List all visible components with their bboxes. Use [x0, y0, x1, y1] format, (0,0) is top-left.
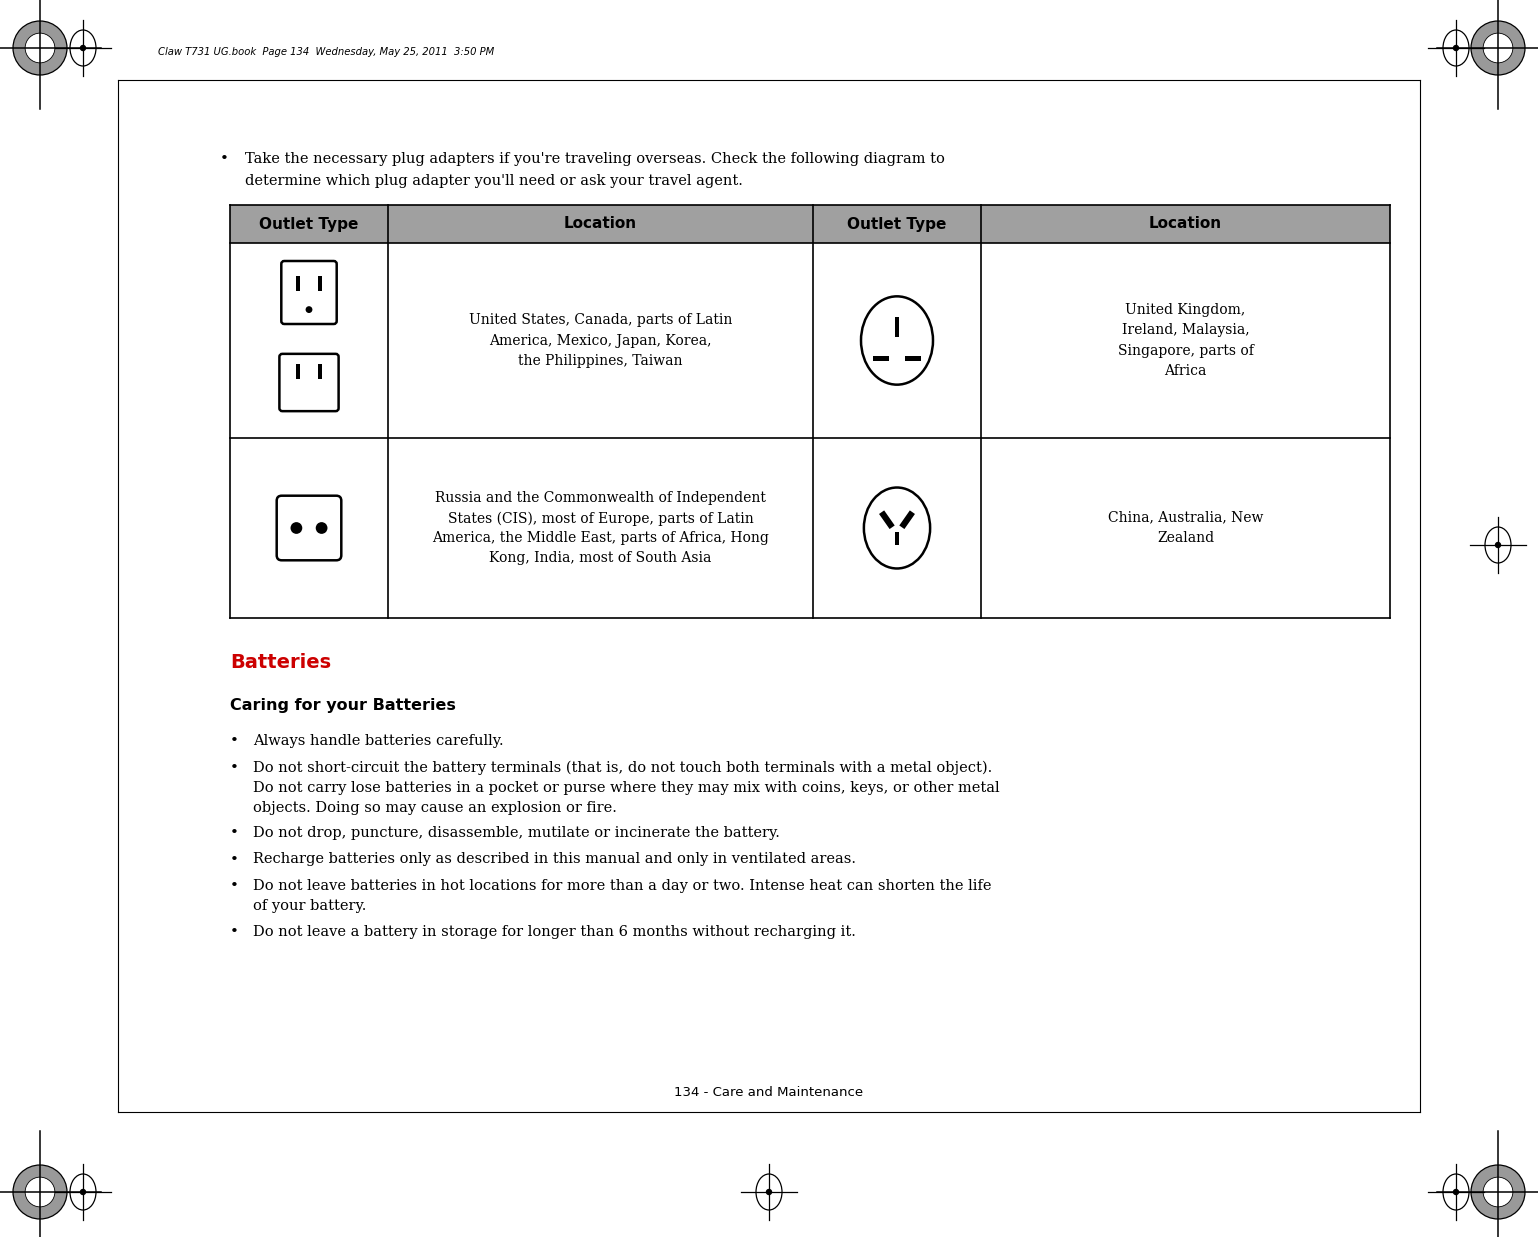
Text: Location: Location [564, 216, 637, 231]
Bar [906, 356, 921, 361]
Circle shape [291, 522, 303, 534]
Text: determine which plug adapter you'll need or ask your travel agent.: determine which plug adapter you'll need… [245, 174, 743, 188]
Bar [895, 318, 900, 336]
Text: Claw T731 UG.book  Page 134  Wednesday, May 25, 2011  3:50 PM: Claw T731 UG.book Page 134 Wednesday, Ma… [158, 47, 494, 57]
Text: Caring for your Batteries: Caring for your Batteries [231, 698, 455, 713]
Bar [231, 205, 1390, 242]
FancyBboxPatch shape [281, 261, 337, 324]
Circle shape [766, 1190, 772, 1195]
Text: Do not short-circuit the battery terminals (that is, do not touch both terminals: Do not short-circuit the battery termina… [252, 761, 1000, 815]
Text: •: • [231, 925, 238, 939]
Bar [318, 276, 321, 291]
Text: •: • [231, 826, 238, 840]
Circle shape [80, 46, 86, 51]
Text: •: • [220, 152, 229, 166]
Ellipse shape [861, 297, 934, 385]
Circle shape [12, 1165, 68, 1218]
Circle shape [306, 307, 312, 313]
FancyBboxPatch shape [280, 354, 338, 411]
Bar [297, 364, 300, 380]
Text: Russia and the Commonwealth of Independent
States (CIS), most of Europe, parts o: Russia and the Commonwealth of Independe… [432, 491, 769, 564]
Bar [317, 364, 321, 380]
Text: Do not leave batteries in hot locations for more than a day or two. Intense heat: Do not leave batteries in hot locations … [252, 880, 992, 913]
Circle shape [1453, 46, 1458, 51]
FancyBboxPatch shape [277, 496, 341, 560]
Circle shape [315, 522, 328, 534]
Text: 134 - Care and Maintenance: 134 - Care and Maintenance [675, 1086, 863, 1098]
Circle shape [1470, 21, 1526, 75]
Bar [895, 532, 900, 546]
Circle shape [12, 21, 68, 75]
Text: Location: Location [1149, 216, 1223, 231]
Text: Do not drop, puncture, disassemble, mutilate or incinerate the battery.: Do not drop, puncture, disassemble, muti… [252, 826, 780, 840]
Text: United States, Canada, parts of Latin
America, Mexico, Japan, Korea,
the Philipp: United States, Canada, parts of Latin Am… [469, 313, 732, 369]
Text: Outlet Type: Outlet Type [847, 216, 947, 231]
Bar [297, 276, 300, 291]
Text: Always handle batteries carefully.: Always handle batteries carefully. [252, 734, 503, 748]
Circle shape [1495, 543, 1501, 548]
Text: •: • [231, 734, 238, 748]
Circle shape [25, 33, 55, 63]
Circle shape [1453, 1190, 1458, 1195]
Text: Do not leave a battery in storage for longer than 6 months without recharging it: Do not leave a battery in storage for lo… [252, 925, 855, 939]
Text: •: • [231, 880, 238, 893]
Circle shape [1483, 1178, 1513, 1207]
Text: United Kingdom,
Ireland, Malaysia,
Singapore, parts of
Africa: United Kingdom, Ireland, Malaysia, Singa… [1118, 303, 1253, 379]
Ellipse shape [864, 487, 930, 569]
Text: Outlet Type: Outlet Type [260, 216, 358, 231]
Circle shape [1470, 1165, 1526, 1218]
Text: •: • [231, 761, 238, 774]
Circle shape [1483, 33, 1513, 63]
Bar [874, 356, 889, 361]
Text: Take the necessary plug adapters if you're traveling overseas. Check the followi: Take the necessary plug adapters if you'… [245, 152, 944, 166]
Text: Batteries: Batteries [231, 653, 331, 672]
Circle shape [25, 1178, 55, 1207]
Text: Recharge batteries only as described in this manual and only in ventilated areas: Recharge batteries only as described in … [252, 852, 857, 866]
Bar [231, 205, 1390, 618]
Text: •: • [231, 852, 238, 866]
Text: China, Australia, New
Zealand: China, Australia, New Zealand [1107, 511, 1263, 546]
Circle shape [80, 1190, 86, 1195]
